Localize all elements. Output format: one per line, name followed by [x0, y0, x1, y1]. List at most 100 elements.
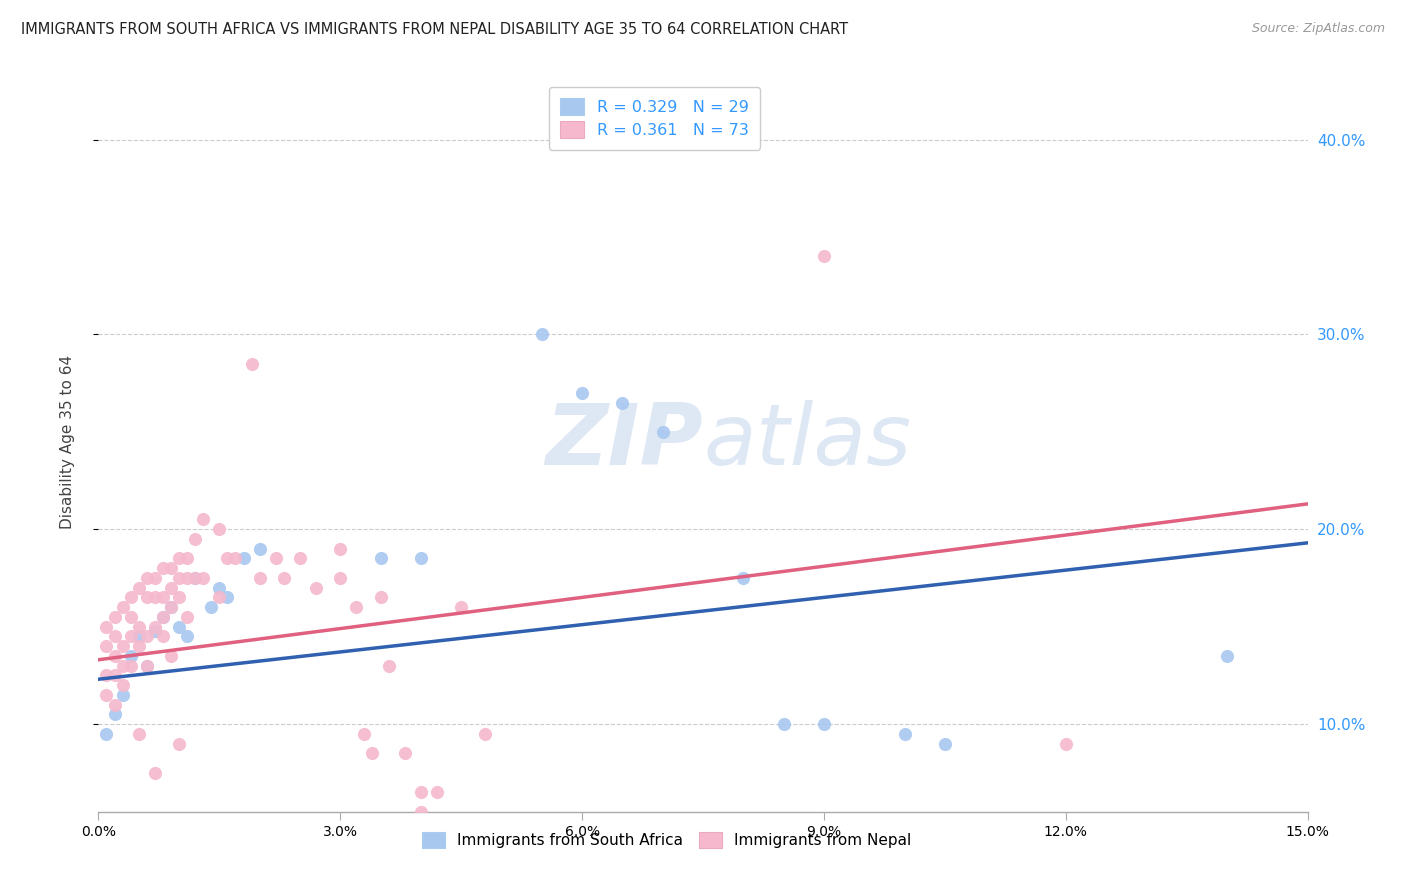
- Point: [370, 551, 392, 566]
- Point: [184, 532, 207, 546]
- Point: [1216, 648, 1239, 663]
- Point: [128, 581, 150, 595]
- Point: [135, 658, 157, 673]
- Point: [128, 629, 150, 643]
- Point: [143, 765, 166, 780]
- Point: [111, 688, 134, 702]
- Point: [160, 600, 183, 615]
- Point: [152, 591, 174, 605]
- Point: [813, 717, 835, 731]
- Point: [128, 639, 150, 653]
- Point: [288, 551, 311, 566]
- Point: [305, 581, 328, 595]
- Point: [224, 551, 246, 566]
- Point: [120, 648, 142, 663]
- Point: [120, 591, 142, 605]
- Point: [394, 746, 416, 760]
- Text: atlas: atlas: [703, 400, 911, 483]
- Text: IMMIGRANTS FROM SOUTH AFRICA VS IMMIGRANTS FROM NEPAL DISABILITY AGE 35 TO 64 CO: IMMIGRANTS FROM SOUTH AFRICA VS IMMIGRAN…: [21, 22, 848, 37]
- Point: [143, 619, 166, 633]
- Point: [176, 551, 198, 566]
- Point: [167, 551, 190, 566]
- Point: [264, 551, 287, 566]
- Point: [103, 698, 125, 712]
- Point: [249, 541, 271, 556]
- Point: [651, 425, 673, 439]
- Point: [135, 629, 157, 643]
- Point: [96, 688, 118, 702]
- Point: [200, 600, 222, 615]
- Point: [377, 658, 399, 673]
- Point: [329, 541, 352, 556]
- Point: [120, 610, 142, 624]
- Point: [135, 591, 157, 605]
- Point: [103, 707, 125, 722]
- Point: [409, 551, 432, 566]
- Point: [530, 327, 553, 342]
- Point: [813, 249, 835, 264]
- Point: [103, 668, 125, 682]
- Point: [474, 727, 496, 741]
- Point: [120, 629, 142, 643]
- Point: [160, 648, 183, 663]
- Point: [120, 658, 142, 673]
- Point: [128, 619, 150, 633]
- Point: [103, 629, 125, 643]
- Point: [152, 610, 174, 624]
- Point: [103, 610, 125, 624]
- Point: [96, 619, 118, 633]
- Point: [273, 571, 295, 585]
- Point: [249, 571, 271, 585]
- Point: [409, 785, 432, 799]
- Point: [217, 591, 239, 605]
- Point: [167, 619, 190, 633]
- Text: ZIP: ZIP: [546, 400, 703, 483]
- Point: [409, 805, 432, 819]
- Legend: Immigrants from South Africa, Immigrants from Nepal: Immigrants from South Africa, Immigrants…: [415, 824, 918, 856]
- Point: [353, 727, 375, 741]
- Point: [152, 629, 174, 643]
- Point: [184, 571, 207, 585]
- Point: [128, 727, 150, 741]
- Point: [160, 561, 183, 575]
- Point: [193, 571, 215, 585]
- Point: [111, 600, 134, 615]
- Point: [208, 581, 231, 595]
- Point: [612, 395, 634, 409]
- Point: [893, 727, 915, 741]
- Point: [208, 522, 231, 536]
- Point: [344, 600, 367, 615]
- Point: [152, 561, 174, 575]
- Point: [96, 639, 118, 653]
- Y-axis label: Disability Age 35 to 64: Disability Age 35 to 64: [60, 354, 75, 529]
- Point: [934, 737, 956, 751]
- Point: [176, 571, 198, 585]
- Point: [329, 571, 352, 585]
- Point: [96, 727, 118, 741]
- Point: [772, 717, 794, 731]
- Point: [143, 571, 166, 585]
- Point: [111, 678, 134, 692]
- Point: [167, 591, 190, 605]
- Point: [143, 591, 166, 605]
- Point: [208, 591, 231, 605]
- Point: [96, 668, 118, 682]
- Point: [152, 610, 174, 624]
- Point: [733, 571, 755, 585]
- Point: [176, 629, 198, 643]
- Point: [1054, 737, 1077, 751]
- Point: [217, 551, 239, 566]
- Point: [111, 658, 134, 673]
- Point: [240, 357, 263, 371]
- Point: [135, 658, 157, 673]
- Text: Source: ZipAtlas.com: Source: ZipAtlas.com: [1251, 22, 1385, 36]
- Point: [361, 746, 384, 760]
- Point: [160, 600, 183, 615]
- Point: [193, 512, 215, 526]
- Point: [232, 551, 254, 566]
- Point: [450, 600, 472, 615]
- Point: [103, 648, 125, 663]
- Point: [135, 571, 157, 585]
- Point: [370, 591, 392, 605]
- Point: [111, 639, 134, 653]
